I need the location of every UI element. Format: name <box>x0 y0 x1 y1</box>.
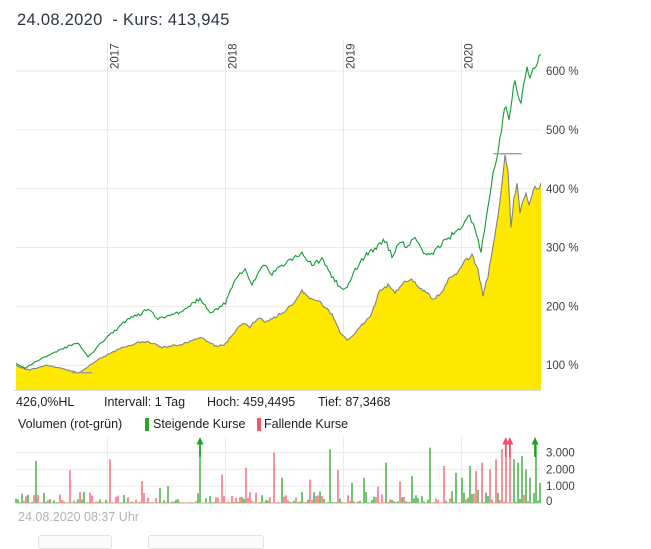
vol-label-1000: 1.000 <box>546 481 575 493</box>
volume-chart-grid <box>16 437 541 504</box>
vol-label-0: 0 <box>546 496 552 508</box>
volume-bars <box>15 442 541 503</box>
vol-label-2000: 2.000 <box>546 464 575 476</box>
rising-volume-label: Steigende Kurse <box>153 417 246 431</box>
y-label-400: 400 % <box>546 184 579 196</box>
y-label-500: 500 % <box>546 125 579 137</box>
chart-title: 24.08.2020 - Kurs: 413,945 <box>17 11 230 29</box>
y-label-200: 200 % <box>546 301 579 313</box>
interval-value: Intervall: 1 Tag <box>104 395 186 409</box>
falling-volume-label: Fallende Kurse <box>264 417 349 431</box>
volume-y-axis-labels: 3.000 2.000 1.000 0 <box>546 448 575 508</box>
year-label-2019: 2019 <box>346 43 358 69</box>
high-value: Hoch: 459,4495 <box>207 395 296 409</box>
high-low-tick-markers <box>72 153 522 374</box>
year-label-2017: 2017 <box>110 43 122 69</box>
vol-label-3000: 3.000 <box>546 448 575 460</box>
volume-legend-title: Volumen (rot-grün) <box>18 417 123 431</box>
y-label-100: 100 % <box>546 360 579 372</box>
year-label-2020: 2020 <box>464 43 476 69</box>
footer-button-right[interactable] <box>148 535 264 549</box>
rising-volume-swatch-icon <box>145 418 149 431</box>
footer-button-left[interactable] <box>38 535 112 549</box>
y-label-300: 300 % <box>546 243 579 255</box>
y-label-600: 600 % <box>546 66 579 78</box>
percent-hl-value: 426,0%HL <box>16 395 75 409</box>
volume-spike-arrows <box>196 437 539 457</box>
year-label-2018: 2018 <box>228 43 240 69</box>
falling-volume-swatch-icon <box>257 418 261 431</box>
low-value: Tief: 87,3468 <box>318 395 391 409</box>
y-axis-percent-labels: 600 % 500 % 400 % 300 % 200 % 100 % <box>546 66 579 372</box>
timestamp: 24.08.2020 08:37 Uhr <box>18 510 139 524</box>
price-and-benchmark-series <box>16 54 541 390</box>
x-axis-year-labels: 2017 2018 2019 2020 <box>110 43 476 69</box>
